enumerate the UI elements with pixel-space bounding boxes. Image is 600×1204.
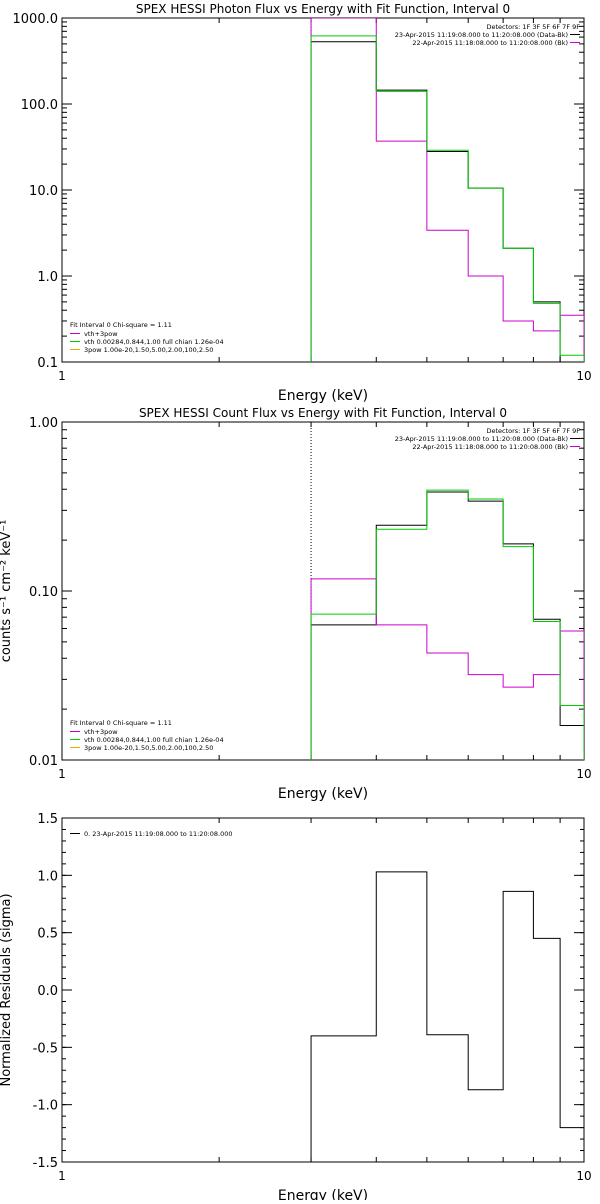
series-1-steps (310, 871, 584, 1162)
series-2-steps (310, 18, 584, 362)
plot-frame (61, 421, 585, 761)
legend-entry: 3pow 1.00e-20,1.50,5.00,2.00,100,2.50 (84, 744, 213, 752)
x-tick-label: 10 (576, 767, 591, 781)
y-tick-label: -1.0 (33, 1099, 58, 1114)
legend-header: Fit Interval 0 Chi-square = 1.11 (70, 719, 172, 727)
series-2-steps (310, 578, 584, 760)
legend-header: Fit Interval 0 Chi-square = 1.11 (70, 321, 172, 329)
legend-entry: 22-Apr-2015 11:18:08.000 to 11:20:08.000… (412, 443, 568, 451)
chart-title: SPEX HESSI Count Flux vs Energy with Fit… (139, 406, 507, 420)
y-tick-label: 0.0 (37, 984, 58, 999)
chart-panel-2: SPEX HESSI Count Flux vs Energy with Fit… (0, 406, 592, 802)
legend-entry: vth+3pow (84, 330, 118, 338)
y-tick-label: 100.0 (21, 98, 58, 113)
x-tick-label: 1 (58, 767, 66, 781)
y-tick-label: 1.0 (37, 869, 58, 884)
chart-panel-3: 1 10 Energy (keV) 1.5 1.0 0.5 0.0 -0.5 -1.0 -1.5 N… (0, 812, 592, 1204)
legend-header: Detectors: 1F 3F 5F 6F 7F 9F (486, 427, 580, 435)
x-axis-label: Energy (keV) (278, 1188, 368, 1200)
x-tick-label: 10 (576, 369, 591, 383)
series-3-steps (310, 489, 584, 760)
chart-panel-1: SPEX HESSI Photon Flux vs Energy with Fi… (13, 2, 592, 404)
y-tick-label: 1.5 (37, 812, 58, 827)
x-tick-label: 10 (576, 1169, 591, 1183)
legend-entry: vth 0.00284,0.844,1.00 full chian 1.26e-… (84, 338, 224, 346)
series-1-steps (310, 491, 584, 760)
y-tick-label: 0.01 (29, 754, 58, 769)
y-tick-label: 1.00 (29, 416, 58, 431)
y-tick-label: -1.5 (33, 1156, 58, 1171)
y-tick-label: -0.5 (33, 1041, 58, 1056)
y-tick-label: 0.5 (37, 927, 58, 942)
y-axis-label: counts s⁻¹ cm⁻² keV⁻¹ (0, 520, 14, 663)
plot-frame (61, 17, 585, 363)
y-tick-label: 0.1 (37, 356, 58, 371)
plot-frame (61, 817, 585, 1163)
x-axis-label: Energy (keV) (278, 786, 368, 802)
legend-entry: 0. 23-Apr-2015 11:19:08.000 to 11:20:08.… (84, 830, 233, 838)
chart-title: SPEX HESSI Photon Flux vs Energy with Fi… (136, 2, 510, 16)
y-axis-label: Normalized Residuals (sigma) (0, 893, 14, 1086)
legend-entry: vth 0.00284,0.844,1.00 full chian 1.26e-… (84, 736, 224, 744)
y-tick-label: 10.0 (29, 184, 58, 199)
legend-entry: vth+3pow (84, 728, 118, 736)
x-tick-label: 1 (58, 369, 66, 383)
legend-entry: 22-Apr-2015 11:18:08.000 to 11:20:08.000… (412, 39, 568, 47)
y-tick-label: 1.0 (37, 270, 58, 285)
x-tick-label: 1 (58, 1169, 66, 1183)
y-tick-label: 1000.0 (13, 12, 59, 27)
legend-entry: 23-Apr-2015 11:19:08.000 to 11:20:08.000… (395, 435, 568, 443)
x-axis-label: Energy (keV) (278, 388, 368, 404)
legend-entry: 23-Apr-2015 11:19:08.000 to 11:20:08.000… (395, 31, 568, 39)
series-3-steps (310, 35, 584, 362)
y-tick-label: 0.10 (29, 585, 58, 600)
legend-header: Detectors: 1F 3F 5F 6F 7F 9F (486, 23, 580, 31)
series-1-steps (310, 41, 584, 362)
legend-entry: 3pow 1.00e-20,1.50,5.00,2.00,100,2.50 (84, 346, 213, 354)
